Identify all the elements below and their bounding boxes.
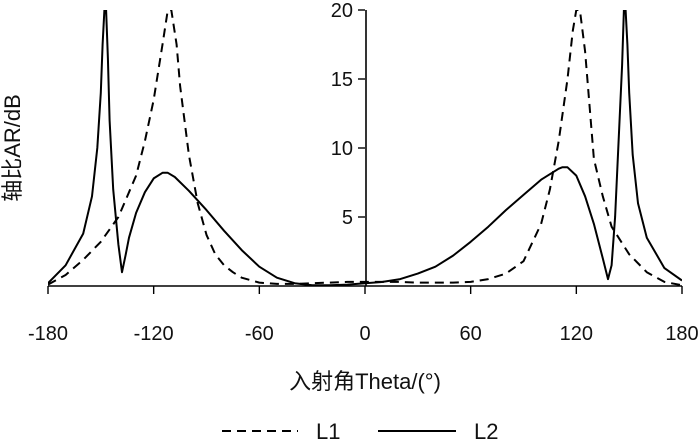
legend-label-l2: L2 bbox=[474, 419, 498, 440]
y-tick-label: 15 bbox=[331, 69, 353, 91]
plot-series bbox=[48, 10, 682, 286]
x-tick-label: -180 bbox=[28, 323, 68, 345]
series-line-l1 bbox=[48, 10, 682, 286]
x-tick-label: 180 bbox=[665, 323, 698, 345]
x-tick-label: 60 bbox=[460, 323, 482, 345]
x-axis-title: 入射角Theta/(°) bbox=[289, 369, 441, 394]
x-ticks: -180 -120 -60 0 60 120 180 bbox=[28, 286, 699, 345]
legend: L1 L2 bbox=[222, 419, 498, 440]
y-tick-label: 5 bbox=[342, 207, 353, 229]
legend-label-l1: L1 bbox=[316, 419, 340, 440]
y-ticks: 5 10 15 20 bbox=[331, 0, 365, 229]
series-line-l2 bbox=[48, 10, 682, 286]
y-tick-label: 10 bbox=[331, 138, 353, 160]
x-tick-label: -120 bbox=[134, 323, 174, 345]
x-tick-label: -60 bbox=[245, 323, 274, 345]
x-tick-label: 120 bbox=[560, 323, 593, 345]
x-tick-label: 0 bbox=[359, 323, 370, 345]
y-axis-title: 轴比AR/dB bbox=[0, 94, 25, 202]
y-tick-label: 20 bbox=[331, 0, 353, 22]
